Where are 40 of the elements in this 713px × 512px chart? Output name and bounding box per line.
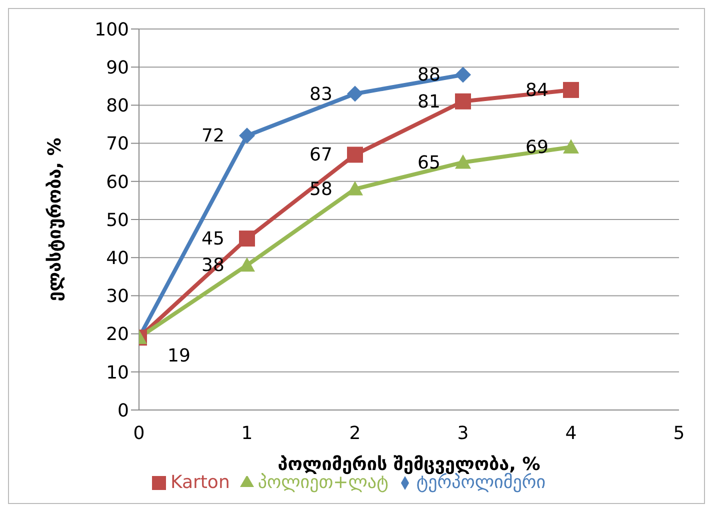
data-label: 72 <box>202 126 224 147</box>
x-tick-label: 5 <box>673 422 685 444</box>
y-tick-label: 90 <box>106 57 129 78</box>
x-tick-label: 1 <box>241 422 253 444</box>
point <box>347 181 363 196</box>
point <box>563 82 579 98</box>
point <box>455 66 471 83</box>
y-tick-label: 30 <box>106 286 129 308</box>
data-label: 81 <box>418 91 440 112</box>
y-tick-label: 0 <box>118 400 129 422</box>
data-label: 58 <box>310 179 332 200</box>
y-tick-label: 50 <box>106 210 129 231</box>
point <box>347 86 363 102</box>
legend-label: პოლიეთ+ლატ <box>258 472 388 493</box>
y-tick-label: 100 <box>94 19 129 40</box>
y-tick-label: 40 <box>106 248 129 269</box>
point <box>455 154 471 169</box>
y-tick-label: 80 <box>106 96 129 117</box>
data-label: 65 <box>418 152 440 174</box>
legend-label: Karton <box>170 472 230 493</box>
x-tick-label: 0 <box>133 422 145 444</box>
point <box>239 257 255 272</box>
y-tick-label: 70 <box>106 134 129 155</box>
y-tick-label: 60 <box>106 172 129 193</box>
y-tick-label: 20 <box>106 324 129 346</box>
x-tick-label: 3 <box>457 422 469 444</box>
y-tick-label: 10 <box>106 362 129 384</box>
point <box>239 230 255 247</box>
point <box>455 93 471 110</box>
data-label: 45 <box>202 228 224 250</box>
point <box>347 146 363 163</box>
x-tick-label: 4 <box>565 422 577 444</box>
y-axis-title: ელასტიურობა, % <box>44 138 66 302</box>
data-label: 67 <box>310 144 332 166</box>
data-label: 83 <box>310 84 332 105</box>
point <box>563 139 579 154</box>
point <box>239 128 255 144</box>
x-tick-label: 2 <box>349 422 361 444</box>
legend-label: ტერპოლიმერი <box>416 472 546 493</box>
data-label: 19 <box>168 346 190 367</box>
